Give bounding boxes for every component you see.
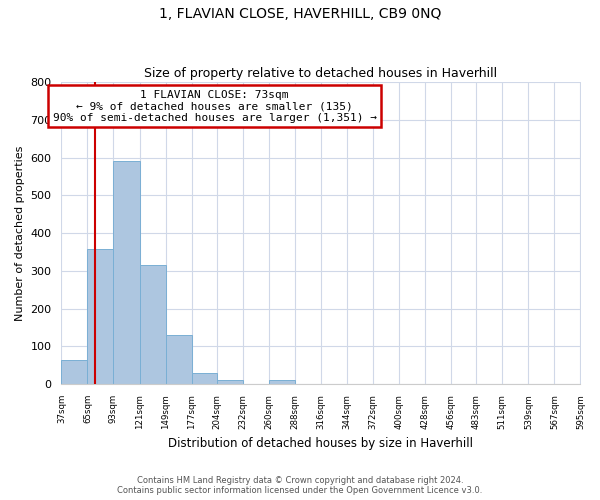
Bar: [191, 372, 217, 384]
Bar: [166, 335, 191, 384]
X-axis label: Distribution of detached houses by size in Haverhill: Distribution of detached houses by size …: [169, 437, 473, 450]
Bar: [113, 162, 140, 384]
Bar: [88, 249, 113, 384]
Text: Contains HM Land Registry data © Crown copyright and database right 2024.
Contai: Contains HM Land Registry data © Crown c…: [118, 476, 482, 495]
Text: 1 FLAVIAN CLOSE: 73sqm
← 9% of detached houses are smaller (135)
90% of semi-det: 1 FLAVIAN CLOSE: 73sqm ← 9% of detached …: [53, 90, 377, 123]
Bar: [269, 380, 295, 384]
Title: Size of property relative to detached houses in Haverhill: Size of property relative to detached ho…: [145, 66, 497, 80]
Text: 1, FLAVIAN CLOSE, HAVERHILL, CB9 0NQ: 1, FLAVIAN CLOSE, HAVERHILL, CB9 0NQ: [159, 8, 441, 22]
Bar: [61, 360, 88, 384]
Bar: [140, 265, 166, 384]
Bar: [217, 380, 243, 384]
Y-axis label: Number of detached properties: Number of detached properties: [15, 146, 25, 321]
